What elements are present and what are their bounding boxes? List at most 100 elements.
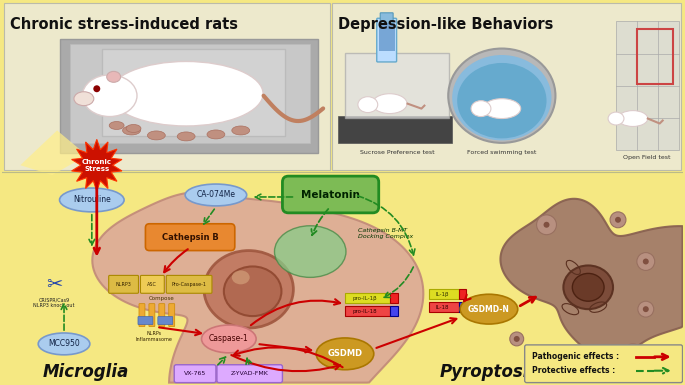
FancyBboxPatch shape	[60, 39, 318, 153]
Circle shape	[610, 212, 626, 228]
FancyBboxPatch shape	[345, 306, 390, 316]
FancyBboxPatch shape	[158, 316, 173, 325]
FancyBboxPatch shape	[377, 18, 397, 62]
Ellipse shape	[224, 266, 282, 316]
Ellipse shape	[109, 122, 124, 129]
Ellipse shape	[82, 75, 137, 117]
FancyBboxPatch shape	[145, 224, 235, 251]
Polygon shape	[92, 192, 423, 383]
Text: Chronic stress-induced rats: Chronic stress-induced rats	[10, 17, 238, 32]
Ellipse shape	[201, 325, 256, 353]
Text: IL-18: IL-18	[436, 305, 449, 310]
Text: ASC: ASC	[147, 282, 158, 287]
FancyBboxPatch shape	[459, 302, 466, 312]
FancyBboxPatch shape	[159, 304, 165, 326]
Circle shape	[637, 253, 655, 270]
FancyBboxPatch shape	[390, 293, 397, 303]
Circle shape	[514, 336, 520, 342]
Ellipse shape	[358, 97, 377, 112]
FancyBboxPatch shape	[390, 306, 397, 316]
Text: pro-IL-1β: pro-IL-1β	[353, 296, 377, 301]
Circle shape	[643, 258, 649, 264]
FancyBboxPatch shape	[616, 21, 679, 150]
Circle shape	[93, 85, 100, 92]
Ellipse shape	[372, 94, 407, 114]
Polygon shape	[72, 139, 122, 191]
Text: Caspase-1: Caspase-1	[209, 335, 249, 343]
Circle shape	[615, 217, 621, 223]
Ellipse shape	[316, 338, 374, 370]
Circle shape	[638, 301, 653, 317]
Ellipse shape	[471, 100, 491, 117]
Text: GSDMD-N: GSDMD-N	[468, 305, 510, 314]
Text: Z-YVAD-FMK: Z-YVAD-FMK	[231, 371, 269, 376]
Text: NLRP3: NLRP3	[116, 282, 132, 287]
FancyBboxPatch shape	[380, 13, 393, 24]
Ellipse shape	[126, 124, 141, 132]
Ellipse shape	[275, 226, 346, 277]
FancyBboxPatch shape	[345, 293, 390, 303]
Ellipse shape	[573, 273, 604, 301]
Ellipse shape	[207, 130, 225, 139]
Text: Sucrose Preference test: Sucrose Preference test	[360, 150, 435, 155]
Circle shape	[623, 344, 643, 364]
Circle shape	[551, 364, 556, 370]
Ellipse shape	[38, 333, 90, 355]
Text: Cathepsin B: Cathepsin B	[162, 233, 219, 242]
FancyBboxPatch shape	[166, 275, 212, 293]
Circle shape	[630, 351, 636, 357]
Text: Pyroptosis: Pyroptosis	[439, 363, 538, 381]
Text: Nitrouline: Nitrouline	[73, 196, 111, 204]
Ellipse shape	[185, 184, 247, 206]
Text: Forced swimming test: Forced swimming test	[467, 150, 536, 155]
FancyBboxPatch shape	[345, 53, 449, 117]
Text: Depression-like Behaviors: Depression-like Behaviors	[338, 17, 553, 32]
Text: MCC950: MCC950	[48, 340, 80, 348]
FancyBboxPatch shape	[379, 23, 395, 51]
Text: Compose: Compose	[149, 296, 174, 301]
Ellipse shape	[204, 251, 293, 328]
Circle shape	[536, 215, 556, 235]
FancyBboxPatch shape	[282, 176, 379, 213]
Ellipse shape	[608, 112, 624, 125]
FancyBboxPatch shape	[109, 275, 138, 293]
Ellipse shape	[563, 266, 613, 309]
Text: Protective effects :: Protective effects :	[532, 366, 615, 375]
FancyBboxPatch shape	[525, 345, 682, 383]
FancyBboxPatch shape	[429, 289, 459, 299]
Ellipse shape	[60, 188, 124, 212]
Circle shape	[543, 222, 549, 228]
Ellipse shape	[123, 126, 140, 135]
FancyBboxPatch shape	[174, 365, 216, 383]
FancyBboxPatch shape	[5, 3, 330, 170]
FancyBboxPatch shape	[217, 365, 282, 383]
Text: Cathepsin B-MT
Docking Complex: Cathepsin B-MT Docking Complex	[358, 228, 413, 239]
Ellipse shape	[457, 63, 547, 138]
Polygon shape	[501, 199, 682, 358]
Text: VX-765: VX-765	[184, 371, 206, 376]
FancyBboxPatch shape	[70, 44, 310, 143]
Text: ✂: ✂	[46, 275, 62, 294]
Text: IL-1β: IL-1β	[436, 292, 449, 297]
FancyBboxPatch shape	[338, 116, 452, 143]
Ellipse shape	[452, 55, 551, 141]
Text: NLRPs
Inflammasome: NLRPs Inflammasome	[136, 331, 173, 342]
FancyBboxPatch shape	[332, 3, 680, 170]
Text: Open Field test: Open Field test	[623, 155, 671, 160]
Ellipse shape	[232, 126, 249, 135]
Text: CA-074Me: CA-074Me	[197, 191, 236, 199]
FancyBboxPatch shape	[102, 49, 286, 136]
FancyBboxPatch shape	[149, 304, 155, 326]
FancyBboxPatch shape	[429, 302, 459, 312]
Text: Microglia: Microglia	[42, 363, 129, 381]
Circle shape	[545, 359, 562, 375]
Text: pro-IL-18: pro-IL-18	[353, 309, 377, 314]
Circle shape	[510, 332, 524, 346]
Text: Melatonin: Melatonin	[301, 190, 360, 200]
Ellipse shape	[618, 110, 648, 127]
Ellipse shape	[460, 294, 518, 324]
Ellipse shape	[483, 99, 521, 119]
FancyBboxPatch shape	[459, 289, 466, 299]
Text: Pro-Caspase-1: Pro-Caspase-1	[172, 282, 207, 287]
Polygon shape	[21, 131, 87, 175]
